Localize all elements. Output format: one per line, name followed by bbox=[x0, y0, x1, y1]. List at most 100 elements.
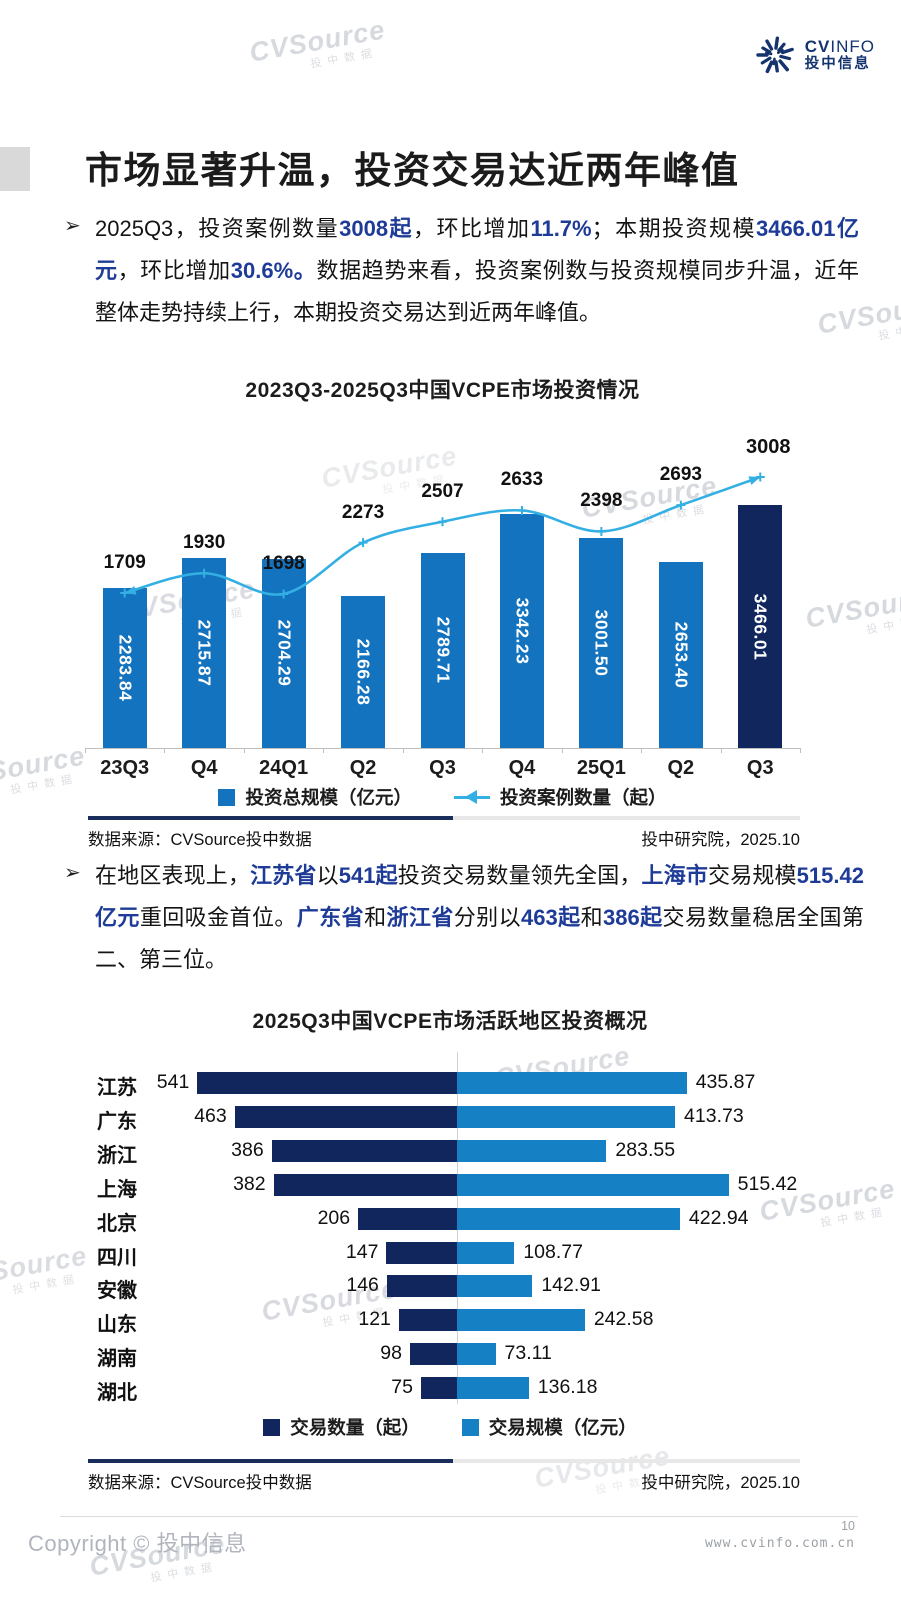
chart2-amount-value: 136.18 bbox=[537, 1376, 598, 1399]
chart1-bar: 2789.71 bbox=[420, 552, 465, 748]
divider-dark-segment bbox=[88, 1459, 453, 1463]
body-text: 重回吸金首位。 bbox=[139, 905, 297, 930]
title-accent-block bbox=[0, 147, 30, 191]
chart1-x-label: Q2 bbox=[349, 757, 377, 779]
bullet-paragraph-1: ➢ 2025Q3，投资案例数量3008起，环比增加11.7%；本期投资规模346… bbox=[64, 208, 859, 334]
logo-en-bold: CV bbox=[804, 36, 831, 56]
logo-en-light: INFO bbox=[830, 36, 875, 56]
chart2-region-label: 湖南 bbox=[97, 1348, 137, 1371]
highlighted-text: 上海市 bbox=[641, 863, 709, 888]
chart2-source-right: 投中研究院，2025.10 bbox=[641, 1474, 800, 1492]
chart2-region-label: 四川 bbox=[97, 1246, 137, 1269]
body-text: 在地区表现上， bbox=[95, 863, 251, 888]
body-text: 分别以 bbox=[453, 905, 522, 930]
chart2-region-label: 北京 bbox=[97, 1212, 137, 1235]
body-text: 2025Q3，投资案例数量 bbox=[95, 216, 340, 241]
chart2-count-bar bbox=[386, 1275, 457, 1298]
chart2-amount-value: 435.87 bbox=[695, 1071, 756, 1093]
chart1-axis-tick bbox=[720, 748, 722, 753]
bullet-marker-2: ➢ bbox=[64, 862, 81, 884]
chart1-bar: 2283.84 bbox=[102, 588, 147, 748]
chart1-legend-bar-swatch bbox=[218, 788, 236, 806]
chart2-count-value: 386 bbox=[231, 1138, 264, 1161]
chart1-axis-tick bbox=[243, 748, 245, 753]
chart1-line-value: 2398 bbox=[580, 490, 623, 512]
body-text: 和 bbox=[580, 905, 603, 930]
chart1-legend: 投资总规模（亿元） 投资案例数量（起） bbox=[85, 784, 800, 810]
chart2-count-value: 121 bbox=[358, 1308, 391, 1331]
body-text: ，环比增加 bbox=[117, 258, 231, 283]
chart1-plot-area: 2283.84 2715.87 2704.29 2166.28 2789.71 3342.… bbox=[85, 428, 800, 748]
chart1-line-value: 2273 bbox=[341, 501, 385, 523]
chart2-divider bbox=[88, 1459, 800, 1463]
bullet-paragraph-2: ➢ 在地区表现上，江苏省以541起投资交易数量领先全国，上海市交易规模515.4… bbox=[64, 855, 864, 981]
chart1-bar: 3001.50 bbox=[579, 537, 624, 748]
chart2-legend-count-swatch bbox=[263, 1418, 281, 1436]
body-text: 交易规模 bbox=[708, 863, 797, 888]
bullet-marker-1: ➢ bbox=[64, 215, 81, 237]
chart1-x-label: Q2 bbox=[667, 757, 695, 779]
page-title: 市场显著升温，投资交易达近两年峰值 bbox=[85, 150, 740, 191]
chart1-axis-tick bbox=[402, 748, 404, 753]
highlighted-text: 463起 bbox=[521, 905, 581, 930]
chart2-legend-amount-label: 交易规模（亿元） bbox=[488, 1417, 637, 1438]
chart2-amount-bar bbox=[457, 1309, 585, 1332]
chart1-line-value: 3008 bbox=[746, 435, 791, 458]
chart2-amount-value: 515.42 bbox=[737, 1172, 798, 1195]
chart2-region-label: 安徽 bbox=[97, 1280, 137, 1303]
highlighted-text: 515.42亿元 bbox=[95, 863, 864, 930]
chart2-amount-bar bbox=[457, 1105, 676, 1128]
chart2-count-value: 146 bbox=[346, 1274, 379, 1297]
chart2-legend-count-label: 交易数量（起） bbox=[290, 1417, 420, 1438]
chart1-legend-line-swatch bbox=[454, 789, 490, 804]
highlighted-text: 江苏省 bbox=[250, 863, 317, 888]
highlighted-text: 541起 bbox=[338, 863, 398, 888]
body-text: 数据趋势来看，投资案例数与投资规模同步升温，近年整体走势持续上行，本期投资交易达… bbox=[95, 258, 859, 325]
chart1-legend-bar-label: 投资总规模（亿元） bbox=[245, 787, 412, 808]
highlighted-text: 3008起 bbox=[339, 216, 414, 241]
chart1-x-label: 23Q3 bbox=[100, 757, 150, 779]
chart2-region-label: 江苏 bbox=[97, 1077, 137, 1099]
chart1-x-label: Q3 bbox=[746, 757, 774, 779]
chart2-count-value: 541 bbox=[156, 1071, 190, 1093]
footer-copyright: Copyright © 投中信息 bbox=[28, 1531, 247, 1556]
chart1-axis-tick bbox=[641, 748, 643, 753]
chart1-line-value: 1930 bbox=[183, 532, 226, 554]
logo-cn: 投中信息 bbox=[804, 56, 871, 73]
chart2-amount-value: 242.58 bbox=[593, 1308, 654, 1331]
highlighted-text: 30.6%。 bbox=[230, 258, 317, 283]
chart2-amount-value: 413.73 bbox=[684, 1104, 744, 1127]
chart1-axis-tick bbox=[561, 748, 563, 753]
chart2-count-bar bbox=[409, 1343, 457, 1366]
chart1-bar: 2715.87 bbox=[182, 557, 227, 748]
chart1-line-value: 2633 bbox=[500, 469, 544, 491]
chart1-axis-tick bbox=[323, 748, 325, 753]
chart2-amount-bar bbox=[457, 1072, 687, 1094]
chart2-count-value: 98 bbox=[380, 1342, 402, 1365]
footer-page-number: 10 bbox=[841, 1519, 855, 1533]
chart1-axis-tick bbox=[85, 748, 86, 753]
chart2-count-bar bbox=[273, 1173, 457, 1196]
chart2-count-bar bbox=[234, 1105, 457, 1128]
chart1-x-label: Q4 bbox=[508, 757, 536, 779]
chart2-amount-bar bbox=[457, 1275, 533, 1298]
divider-dark-segment bbox=[88, 816, 453, 820]
chart2-count-bar bbox=[421, 1377, 457, 1400]
chart2-source-left: 数据来源：CVSource投中数据 bbox=[88, 1474, 312, 1492]
chart1-x-label: 24Q1 bbox=[259, 757, 309, 779]
chart1-bar: 3466.01 bbox=[738, 505, 783, 748]
footer-website-link[interactable]: www.cvinfo.com.cn bbox=[704, 1536, 855, 1551]
footer-divider bbox=[60, 1516, 858, 1517]
chart2-amount-bar bbox=[457, 1377, 529, 1400]
chart2-amount-value: 142.91 bbox=[541, 1274, 601, 1297]
highlighted-text: 浙江省 bbox=[386, 905, 454, 930]
chart2-legend: 交易数量（起） 交易规模（亿元） bbox=[85, 1414, 815, 1440]
chart1-line-value: 1709 bbox=[103, 551, 146, 573]
chart1-axis-tick bbox=[164, 748, 166, 753]
highlighted-text: 3466.01亿元 bbox=[95, 216, 859, 283]
chart2-amount-value: 283.55 bbox=[615, 1138, 676, 1161]
